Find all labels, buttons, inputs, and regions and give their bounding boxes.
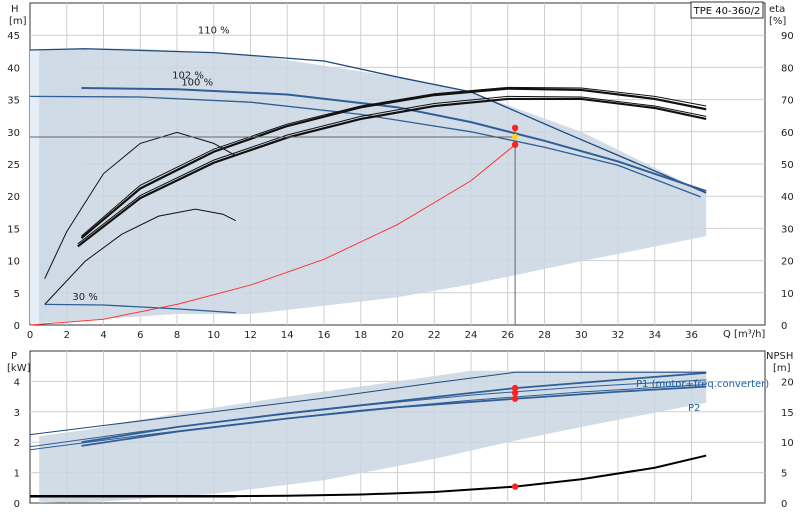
npsh-tick-label: 20 <box>781 377 794 388</box>
p-axis-label: P <box>11 351 17 362</box>
npsh-axis-unit: [m] <box>773 363 791 374</box>
x-tick-label: 20 <box>391 330 404 341</box>
x-tick-label: 0 <box>27 330 33 341</box>
p-tick-label: 0 <box>14 499 20 510</box>
npsh-tick-label: 10 <box>781 438 794 449</box>
curve-label-4: 30 % <box>72 292 97 303</box>
power-curve-3 <box>29 371 707 436</box>
power-chart: 0 1 2 3 4 0 5 10 15 20 P[kW] NPSH[m] P1 (motor+freq.… <box>7 350 794 510</box>
y-right-tick-label: 30 <box>781 224 794 235</box>
x-tick-label: 10 <box>207 330 220 341</box>
y-right-tick-label: 10 <box>781 289 794 300</box>
efficiency-curve-1 <box>44 131 237 279</box>
x-tick-label: 6 <box>137 330 143 341</box>
power-curve-4 <box>29 379 707 448</box>
duty-point <box>511 141 519 148</box>
p2-label: P2 <box>688 403 700 414</box>
power-duty-point-3 <box>511 395 519 402</box>
x-tick-label: 12 <box>244 330 257 341</box>
efficiency-curve-4 <box>80 87 707 239</box>
x-tick-label: 4 <box>100 330 106 341</box>
curve-label-2: 102 % <box>172 70 204 81</box>
x-tick-label: 8 <box>174 330 180 341</box>
p-tick-label: 3 <box>14 408 20 419</box>
p-tick-label: 1 <box>14 469 20 480</box>
x-tick-label: 2 <box>64 330 70 341</box>
power-curve-5 <box>29 383 707 451</box>
p-tick-label: 4 <box>14 377 20 388</box>
duty-point-upper <box>511 124 519 132</box>
y-tick-label: 15 <box>7 224 20 235</box>
x-tick-label: 18 <box>354 330 367 341</box>
power-range-band <box>39 370 707 503</box>
y-tick-label: 25 <box>7 160 20 171</box>
system-curve <box>29 144 516 326</box>
head-curve-1 <box>29 48 707 194</box>
title-box <box>690 1 764 19</box>
y-right-tick-label: 50 <box>781 160 794 171</box>
npsh-tick-label: 5 <box>781 469 787 480</box>
y-right-tick-label: 80 <box>781 63 794 74</box>
efficiency-curve-5 <box>77 95 707 245</box>
p-axis-unit: [kW] <box>7 363 31 374</box>
x-tick-label: 24 <box>465 330 478 341</box>
curve-label-3: 100 % <box>181 77 213 88</box>
y-tick-label: 0 <box>14 321 20 332</box>
p-tick-label: 2 <box>14 438 20 449</box>
x-tick-label: 26 <box>501 330 514 341</box>
x-axis-label: Q [m³/h] <box>723 329 765 340</box>
x-tick-label: 36 <box>685 330 698 341</box>
y-right-tick-label: 20 <box>781 257 794 268</box>
x-tick-label: 14 <box>281 330 294 341</box>
y-tick-label: 35 <box>7 96 20 107</box>
chart-title: TPE 40-360/2 <box>693 6 761 17</box>
y-right-axis-unit: [%] <box>769 16 786 27</box>
operating-range-band <box>39 48 707 324</box>
x-tick-label: 30 <box>575 330 588 341</box>
y-tick-label: 20 <box>7 192 20 203</box>
npsh-tick-label: 0 <box>781 499 787 510</box>
npsh-tick-label: 15 <box>781 408 794 419</box>
efficiency-curve-6 <box>77 97 707 248</box>
y-right-axis-label: eta <box>769 4 785 15</box>
y-tick-label: 40 <box>7 63 20 74</box>
y-tick-label: 5 <box>14 289 20 300</box>
npsh-duty-point <box>511 483 519 490</box>
head-curve-3 <box>29 95 701 198</box>
y-axis-label: H <box>11 4 19 15</box>
x-tick-label: 16 <box>318 330 331 341</box>
y-right-tick-label: 90 <box>781 31 794 42</box>
y-tick-label: 30 <box>7 128 20 139</box>
power-duty-point-2 <box>511 389 519 397</box>
head-curve-2 <box>81 87 707 192</box>
efficiency-curve-2 <box>44 208 237 305</box>
y-right-tick-label: 0 <box>781 321 787 332</box>
head-curve-4 <box>44 303 236 314</box>
x-tick-label: 22 <box>428 330 441 341</box>
efficiency-curve-3 <box>81 86 707 237</box>
x-tick-label: 34 <box>648 330 661 341</box>
y-right-tick-label: 70 <box>781 96 794 107</box>
y-right-tick-label: 60 <box>781 128 794 139</box>
npsh-axis-label: NPSH <box>766 351 793 362</box>
y-tick-label: 45 <box>7 31 20 42</box>
x-tick-label: 32 <box>612 330 625 341</box>
y-right-tick-label: 40 <box>781 192 794 203</box>
head-chart: 110 %102 %100 %30 %051015202530354045010… <box>7 1 794 341</box>
duty-point-yellow <box>511 133 519 141</box>
y-axis-unit: [m] <box>9 16 27 27</box>
curve-label-1: 110 % <box>198 25 230 36</box>
power-duty-point-1 <box>511 384 519 392</box>
x-tick-label: 28 <box>538 330 551 341</box>
y-tick-label: 10 <box>7 257 20 268</box>
p1-label: P1 (motor+freq.converter) <box>636 379 769 390</box>
